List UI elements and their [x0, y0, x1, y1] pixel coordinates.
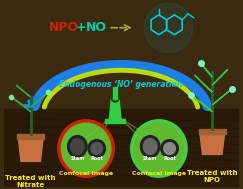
- Circle shape: [111, 94, 119, 102]
- Polygon shape: [195, 75, 212, 92]
- Bar: [199, 129, 226, 134]
- Polygon shape: [16, 85, 31, 97]
- Polygon shape: [212, 69, 228, 85]
- Text: Endogenous ‘NO’ generation: Endogenous ‘NO’ generation: [59, 80, 183, 89]
- Ellipse shape: [143, 139, 157, 154]
- Polygon shape: [11, 97, 31, 112]
- Bar: [105, 119, 125, 123]
- Polygon shape: [109, 99, 121, 119]
- Text: Confocal Image: Confocal Image: [132, 171, 186, 176]
- Text: Stem: Stem: [70, 156, 85, 161]
- Circle shape: [91, 143, 103, 154]
- Polygon shape: [201, 63, 212, 77]
- Ellipse shape: [140, 136, 160, 157]
- Text: Confocal Image: Confocal Image: [59, 171, 113, 176]
- Text: Treated with
NPO: Treated with NPO: [187, 170, 237, 183]
- Polygon shape: [191, 95, 212, 112]
- Bar: [113, 87, 117, 99]
- Circle shape: [59, 121, 113, 176]
- Polygon shape: [18, 137, 43, 161]
- Circle shape: [144, 3, 193, 53]
- Circle shape: [88, 140, 105, 157]
- Circle shape: [132, 121, 186, 176]
- Polygon shape: [31, 92, 48, 107]
- Text: Root: Root: [90, 156, 103, 161]
- Polygon shape: [212, 89, 232, 105]
- Text: NPO: NPO: [49, 21, 79, 34]
- Bar: [17, 134, 44, 139]
- Text: Stem: Stem: [143, 156, 157, 161]
- Circle shape: [161, 140, 178, 157]
- Text: NO: NO: [86, 21, 107, 34]
- Circle shape: [164, 143, 175, 154]
- Text: Treated with
Nitrate: Treated with Nitrate: [6, 175, 56, 188]
- Bar: [4, 109, 239, 187]
- Text: Root: Root: [163, 156, 176, 161]
- Ellipse shape: [70, 139, 84, 154]
- Text: +: +: [76, 21, 87, 34]
- Polygon shape: [200, 132, 225, 154]
- Ellipse shape: [68, 136, 87, 157]
